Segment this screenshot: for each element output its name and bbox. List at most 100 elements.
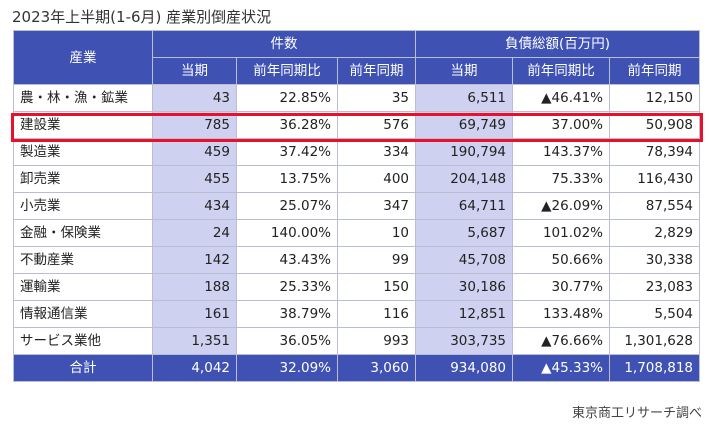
count-cell: 455 [152,165,237,193]
debt-cell: 30,186 [415,273,514,301]
debt-prev-cell: 30,338 [609,246,701,274]
total-count-yoy: 32.09% [236,354,338,382]
table-row: 不動産業 142 43.43% 99 45,708 50.66% 30,338 [13,246,701,274]
count-yoy-cell: 38.79% [236,300,338,328]
industry-cell: 金融・保険業 [13,219,153,247]
count-cell: 142 [152,246,237,274]
debt-cell: 45,708 [415,246,514,274]
debt-prev-cell: 116,430 [609,165,701,193]
debt-prev-cell: 12,150 [609,84,701,112]
count-yoy-cell: 13.75% [236,165,338,193]
debt-prev-cell: 87,554 [609,192,701,220]
header-debt-current: 当期 [415,57,514,85]
debt-yoy-cell: ▲46.41% [512,84,611,112]
total-debt-prev: 1,708,818 [609,354,701,382]
debt-yoy-cell: 30.77% [512,273,611,301]
industry-cell: 運輸業 [13,273,153,301]
count-yoy-cell: 36.28% [236,111,338,139]
industry-cell: サービス業他 [13,327,153,355]
debt-cell: 64,711 [415,192,514,220]
debt-prev-cell: 78,394 [609,138,701,166]
debt-cell: 204,148 [415,165,514,193]
count-cell: 161 [152,300,237,328]
debt-yoy-cell: 50.66% [512,246,611,274]
industry-cell: 不動産業 [13,246,153,274]
total-debt-yoy: ▲45.33% [512,354,611,382]
total-count: 4,042 [152,354,237,382]
header-debt-prev: 前年同期 [609,57,701,85]
table-row: サービス業他 1,351 36.05% 993 303,735 ▲76.66% … [13,327,701,355]
count-yoy-cell: 37.42% [236,138,338,166]
bankruptcy-table: 産業 件数 負債総額(百万円) 当期 前年同期比 前年同期 当期 前年同期比 前… [13,30,701,382]
industry-cell: 卸売業 [13,165,153,193]
header-debt-group: 負債総額(百万円) [415,30,701,58]
debt-prev-cell: 2,829 [609,219,701,247]
total-count-prev: 3,060 [336,354,417,382]
count-yoy-cell: 36.05% [236,327,338,355]
source-note: 東京商工リサーチ調べ [571,406,702,421]
debt-cell: 12,851 [415,300,514,328]
header-count-yoy: 前年同期比 [236,57,338,85]
count-prev-cell: 576 [336,111,417,139]
debt-yoy-cell: 133.48% [512,300,611,328]
count-prev-cell: 993 [336,327,417,355]
count-prev-cell: 347 [336,192,417,220]
debt-cell: 303,735 [415,327,514,355]
debt-prev-cell: 5,504 [609,300,701,328]
table-row: 運輸業 188 25.33% 150 30,186 30.77% 23,083 [13,273,701,301]
table-row: 製造業 459 37.42% 334 190,794 143.37% 78,39… [13,138,701,166]
count-cell: 24 [152,219,237,247]
debt-cell: 69,749 [415,111,514,139]
industry-cell: 情報通信業 [13,300,153,328]
header-industry: 産業 [13,30,153,85]
count-prev-cell: 35 [336,84,417,112]
debt-yoy-cell: 143.37% [512,138,611,166]
count-yoy-cell: 43.43% [236,246,338,274]
count-cell: 459 [152,138,237,166]
count-prev-cell: 400 [336,165,417,193]
debt-prev-cell: 1,301,628 [609,327,701,355]
count-cell: 1,351 [152,327,237,355]
debt-cell: 6,511 [415,84,514,112]
debt-prev-cell: 23,083 [609,273,701,301]
table-row: 建設業 785 36.28% 576 69,749 37.00% 50,908 [13,111,701,139]
debt-yoy-cell: ▲76.66% [512,327,611,355]
count-cell: 43 [152,84,237,112]
count-cell: 188 [152,273,237,301]
count-yoy-cell: 25.33% [236,273,338,301]
industry-cell: 農・林・漁・鉱業 [13,84,153,112]
debt-yoy-cell: ▲26.09% [512,192,611,220]
header-count-group: 件数 [151,30,417,58]
debt-yoy-cell: 75.33% [512,165,611,193]
count-cell: 434 [152,192,237,220]
debt-cell: 5,687 [415,219,514,247]
table-row: 農・林・漁・鉱業 43 22.85% 35 6,511 ▲46.41% 12,1… [13,84,701,112]
count-prev-cell: 150 [336,273,417,301]
total-debt: 934,080 [415,354,514,382]
count-yoy-cell: 25.07% [236,192,338,220]
count-yoy-cell: 140.00% [236,219,338,247]
count-prev-cell: 99 [336,246,417,274]
count-cell: 785 [152,111,237,139]
table-row: 卸売業 455 13.75% 400 204,148 75.33% 116,43… [13,165,701,193]
count-yoy-cell: 22.85% [236,84,338,112]
header-count-prev: 前年同期 [336,57,417,85]
table-row: 情報通信業 161 38.79% 116 12,851 133.48% 5,50… [13,300,701,328]
total-label: 合計 [13,354,153,382]
header-debt-yoy: 前年同期比 [512,57,611,85]
header-count-current: 当期 [152,57,237,85]
industry-cell: 建設業 [13,111,153,139]
total-row: 合計 4,042 32.09% 3,060 934,080 ▲45.33% 1,… [13,354,701,382]
count-prev-cell: 334 [336,138,417,166]
industry-cell: 製造業 [13,138,153,166]
table-row: 小売業 434 25.07% 347 64,711 ▲26.09% 87,554 [13,192,701,220]
industry-cell: 小売業 [13,192,153,220]
count-prev-cell: 10 [336,219,417,247]
table-row: 金融・保険業 24 140.00% 10 5,687 101.02% 2,829 [13,219,701,247]
table-title: 2023年上半期(1-6月) 産業別倒産状況 [12,8,272,26]
debt-yoy-cell: 37.00% [512,111,611,139]
debt-yoy-cell: 101.02% [512,219,611,247]
debt-cell: 190,794 [415,138,514,166]
debt-prev-cell: 50,908 [609,111,701,139]
count-prev-cell: 116 [336,300,417,328]
